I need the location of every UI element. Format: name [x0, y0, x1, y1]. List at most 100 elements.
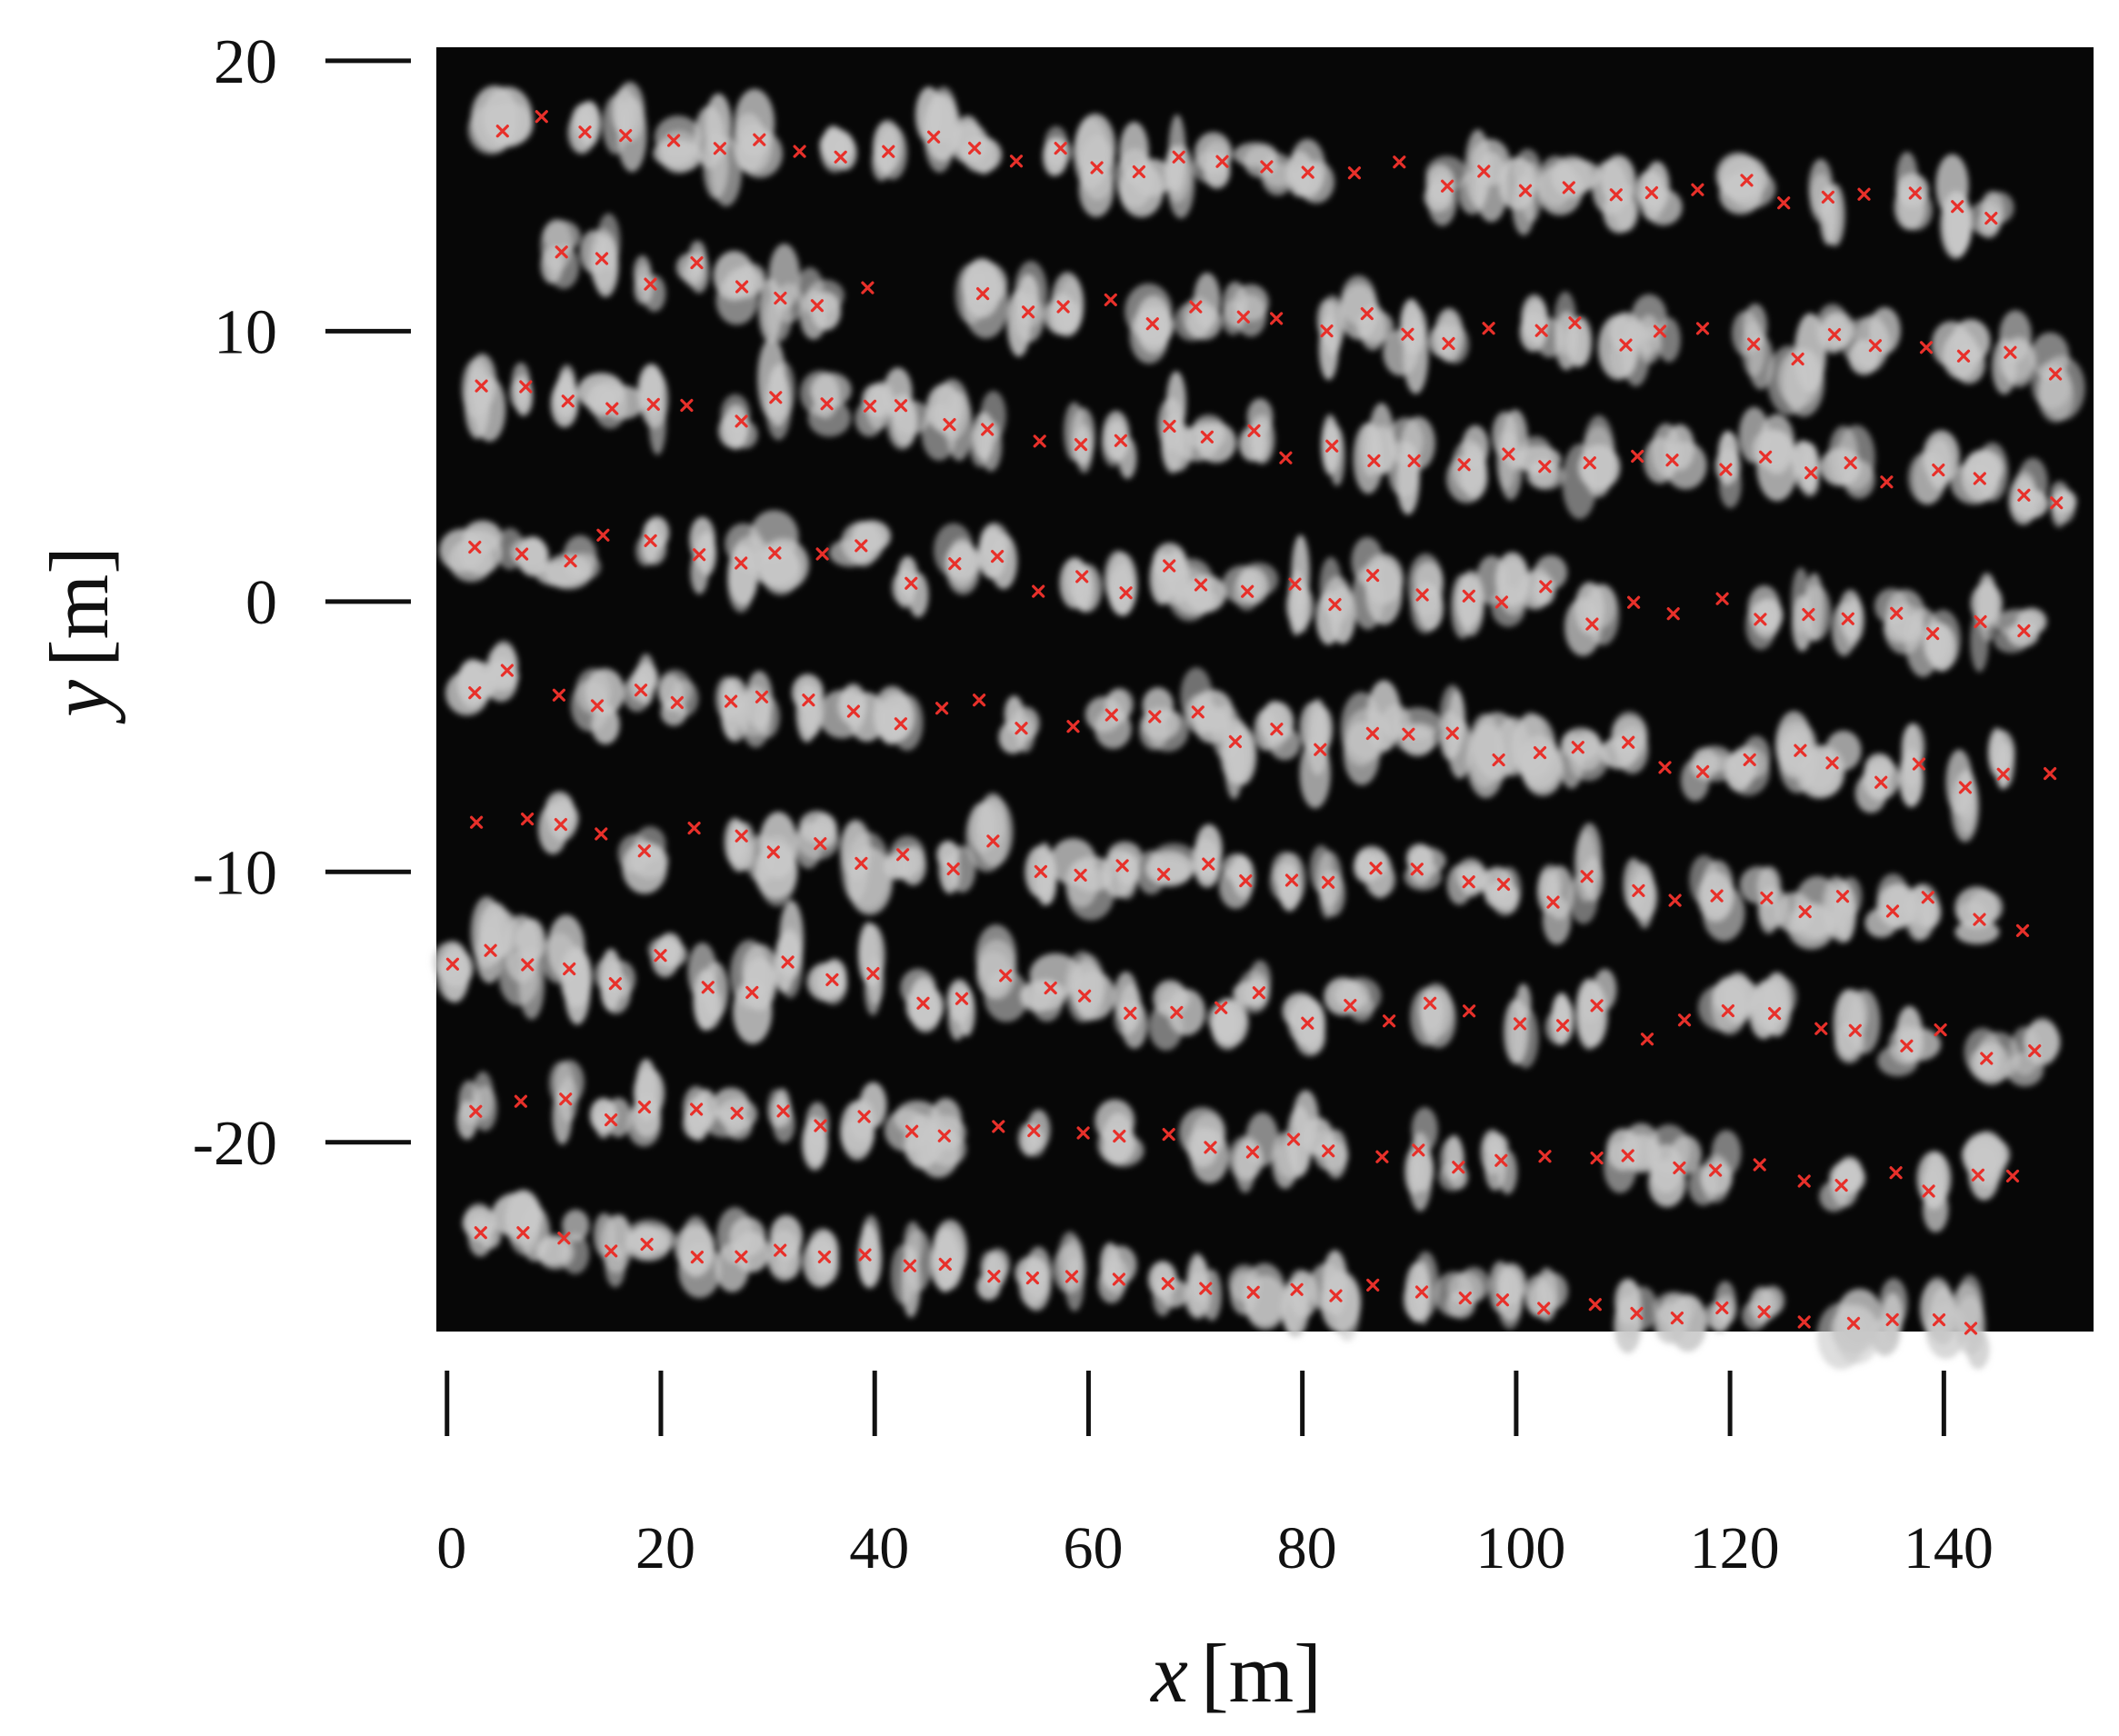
- detection-marker: [2044, 767, 2057, 781]
- detection-marker: [769, 391, 783, 404]
- x-tick-label: 80: [1277, 1515, 1337, 1581]
- crop-blob-part: [1792, 594, 1813, 652]
- crop-blob-part: [617, 833, 651, 873]
- detection-marker: [1402, 727, 1415, 741]
- crop-blob-part: [1425, 164, 1455, 204]
- detection-marker: [991, 550, 1005, 564]
- crop-blob: [840, 819, 893, 915]
- detection-marker: [469, 1104, 483, 1118]
- detection-marker: [1033, 434, 1046, 448]
- crop-blob-part: [812, 813, 838, 849]
- detection-marker: [564, 554, 577, 568]
- crop-blob-part: [1115, 148, 1154, 208]
- detection-marker: [1814, 1022, 1828, 1035]
- detection-marker: [1630, 1306, 1644, 1321]
- detection-marker: [1066, 720, 1080, 733]
- detection-marker: [857, 1110, 871, 1123]
- detection-marker: [667, 134, 681, 147]
- detection-marker: [1932, 464, 1945, 477]
- crop-blob-part: [1988, 730, 2015, 775]
- crop-blob: [499, 914, 546, 1020]
- crop-blob: [1653, 1292, 1707, 1352]
- crop-blob-part: [1339, 284, 1379, 340]
- crop-blob-part: [1468, 713, 1503, 788]
- detection-marker: [557, 1232, 571, 1245]
- detection-marker: [2005, 1169, 2020, 1182]
- crop-blob-part: [775, 283, 804, 324]
- detection-marker: [2015, 923, 2030, 937]
- crop-blob-part: [1577, 444, 1621, 490]
- detection-marker: [1245, 1145, 1259, 1159]
- detection-marker: [468, 540, 482, 554]
- detection-marker: [1301, 1016, 1314, 1030]
- x-tick-label: 140: [1904, 1515, 1994, 1581]
- crop-blob: [890, 1221, 933, 1318]
- crop-blob-part: [715, 1242, 749, 1292]
- x-tick-label: 60: [1063, 1515, 1123, 1581]
- crop-blob-part: [1285, 584, 1314, 628]
- detection-marker: [1189, 300, 1203, 314]
- crop-blob: [1935, 154, 1973, 259]
- crop-blob: [1104, 550, 1138, 616]
- detection-marker: [1821, 190, 1834, 204]
- crop-blob: [1053, 1231, 1086, 1312]
- crop-blob-part: [2016, 607, 2047, 635]
- detection-marker: [1973, 472, 1986, 485]
- detection-marker: [905, 576, 918, 590]
- detection-marker: [2050, 496, 2064, 510]
- crop-blob-part: [736, 129, 783, 178]
- detection-marker: [1665, 454, 1679, 467]
- detection-marker: [1590, 999, 1604, 1013]
- detection-marker: [1161, 1277, 1174, 1291]
- crop-blob-part: [1647, 1124, 1691, 1176]
- detection-marker: [1668, 893, 1682, 907]
- detection-marker: [802, 693, 815, 707]
- crop-blob-part: [1748, 334, 1774, 390]
- crop-blob: [1404, 1107, 1438, 1212]
- detection-marker: [646, 397, 660, 411]
- detection-markers: [445, 110, 2064, 1335]
- detection-marker: [495, 125, 509, 138]
- crop-blob-part: [1944, 191, 1973, 256]
- crop-blob-part: [1872, 1318, 1897, 1357]
- x-tick-label: 120: [1690, 1515, 1780, 1581]
- detection-marker: [1492, 753, 1505, 767]
- detection-marker: [1747, 337, 1761, 351]
- crop-blob-part: [1238, 562, 1279, 597]
- detection-marker: [846, 704, 860, 718]
- detection-marker: [1054, 142, 1067, 155]
- detection-marker: [987, 1270, 1001, 1283]
- detection-marker: [938, 1257, 952, 1272]
- detection-marker: [1562, 181, 1575, 195]
- detection-marker: [554, 818, 567, 832]
- detection-marker: [1360, 307, 1374, 321]
- detection-marker: [1322, 1144, 1335, 1158]
- detection-marker: [1132, 165, 1145, 179]
- detection-marker: [1934, 1023, 1947, 1037]
- crop-blob-part: [1627, 862, 1655, 920]
- crop-blob-part: [1644, 436, 1677, 484]
- detection-marker: [1583, 456, 1596, 470]
- crop-blob: [535, 1209, 590, 1274]
- detection-marker: [1709, 1163, 1723, 1177]
- detection-marker: [1290, 1282, 1304, 1296]
- detection-marker: [1956, 349, 1971, 363]
- crop-blob-part: [1854, 773, 1887, 813]
- crop-blob-part: [1458, 171, 1486, 215]
- detection-marker: [725, 694, 738, 708]
- crop-blob-part: [1644, 188, 1683, 226]
- detection-marker: [955, 992, 969, 1005]
- crop-blob-part: [464, 366, 491, 439]
- detection-marker: [1912, 757, 1925, 771]
- detection-marker: [1846, 1316, 1861, 1331]
- crop-blob-part: [909, 976, 938, 1024]
- crop-blob: [1446, 858, 1490, 905]
- detection-marker: [1115, 859, 1129, 873]
- crop-blob: [934, 523, 981, 595]
- crop-blob: [535, 534, 601, 590]
- detection-marker: [640, 1237, 654, 1252]
- detection-marker: [1908, 186, 1922, 200]
- crop-blob-part: [467, 105, 515, 155]
- crop-blob-part: [2052, 491, 2075, 524]
- detection-marker: [2017, 624, 2031, 638]
